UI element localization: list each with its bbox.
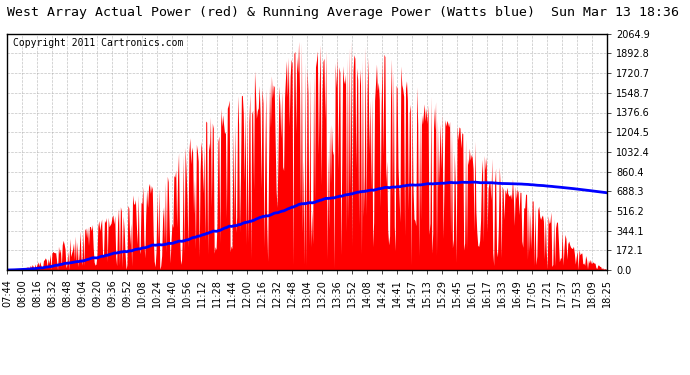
Text: Copyright 2011 Cartronics.com: Copyright 2011 Cartronics.com	[13, 39, 184, 48]
Text: West Array Actual Power (red) & Running Average Power (Watts blue)  Sun Mar 13 1: West Array Actual Power (red) & Running …	[7, 6, 679, 19]
